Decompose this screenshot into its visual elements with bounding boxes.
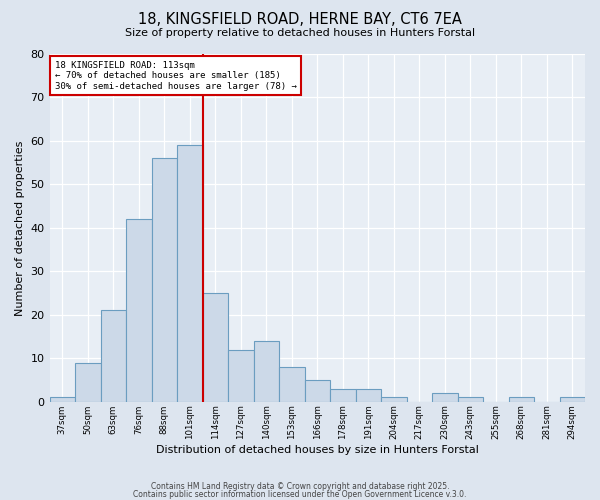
Text: Contains public sector information licensed under the Open Government Licence v.: Contains public sector information licen… [133,490,467,499]
Text: 18 KINGSFIELD ROAD: 113sqm
← 70% of detached houses are smaller (185)
30% of sem: 18 KINGSFIELD ROAD: 113sqm ← 70% of deta… [55,61,297,91]
Bar [330,388,356,402]
Text: Contains HM Land Registry data © Crown copyright and database right 2025.: Contains HM Land Registry data © Crown c… [151,482,449,491]
Bar [126,219,152,402]
Bar [152,158,177,402]
Y-axis label: Number of detached properties: Number of detached properties [15,140,25,316]
Bar [279,367,305,402]
Bar [254,341,279,402]
Bar [381,398,407,402]
Bar [75,362,101,402]
Bar [203,293,228,402]
Bar [228,350,254,402]
X-axis label: Distribution of detached houses by size in Hunters Forstal: Distribution of detached houses by size … [156,445,479,455]
Bar [509,398,534,402]
Bar [101,310,126,402]
Bar [177,146,203,402]
Bar [458,398,483,402]
Bar [560,398,585,402]
Bar [50,398,75,402]
Text: Size of property relative to detached houses in Hunters Forstal: Size of property relative to detached ho… [125,28,475,38]
Bar [305,380,330,402]
Text: 18, KINGSFIELD ROAD, HERNE BAY, CT6 7EA: 18, KINGSFIELD ROAD, HERNE BAY, CT6 7EA [138,12,462,28]
Bar [356,388,381,402]
Bar [432,393,458,402]
